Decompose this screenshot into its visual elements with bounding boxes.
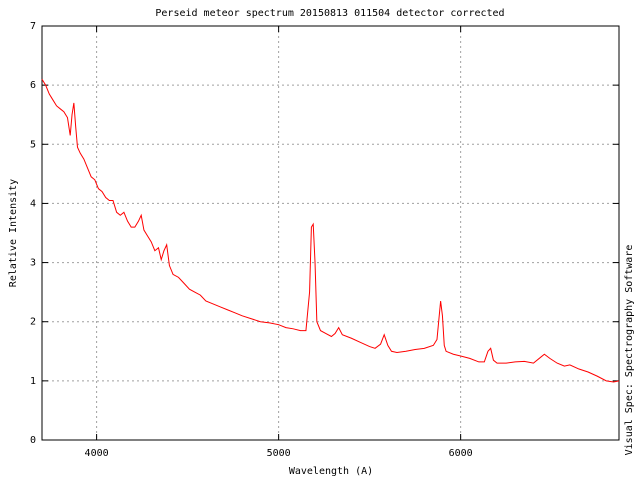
data-line [41,78,620,383]
y-axis-label: Relative Intensity [8,179,19,287]
x-tick-label: 6000 [449,448,473,459]
y-tick-label: 3 [30,258,36,269]
y-tick-label: 4 [30,198,36,209]
y-tick-label: 6 [30,80,36,91]
y-tick-label: 2 [30,317,36,328]
x-tick-label: 4000 [85,448,109,459]
y-tick-label: 7 [30,21,36,32]
x-axis-label: Wavelength (A) [289,466,373,477]
y-tick-label: 5 [30,139,36,150]
y-tick-label: 1 [30,376,36,387]
plot-border [41,25,620,441]
chart-title: Perseid meteor spectrum 20150813 011504 … [155,8,504,19]
annotation: Visual Spec: Spectrography Software [624,245,635,456]
x-tick-label: 5000 [267,448,291,459]
y-tick-label: 0 [30,435,36,446]
